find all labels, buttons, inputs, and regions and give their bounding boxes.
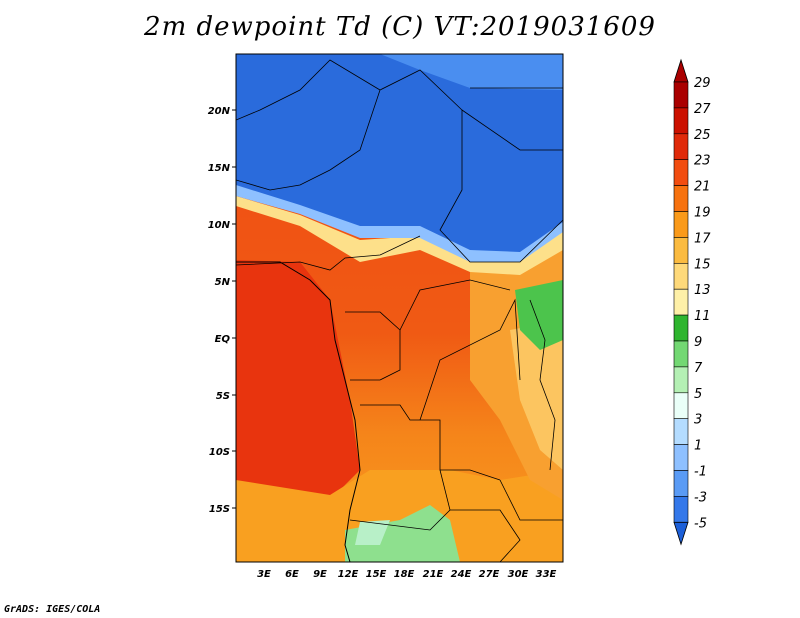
colorbar-label: 11: [694, 309, 711, 324]
lon-label: 33E: [536, 569, 557, 580]
boundary-light-blue: [236, 185, 563, 262]
eastern-yellow-region: [510, 320, 563, 470]
coastal-red-region: [236, 260, 360, 500]
lon-label: 24E: [451, 569, 472, 580]
southern-pale-region: [355, 520, 390, 545]
colorbar: 29 27 25 23 21 19 17 15 13 11 9 7 5 3 1 -1 -3 -5: [673, 58, 711, 546]
colorbar-swatch: [673, 185, 689, 212]
colorbar-swatch: [673, 418, 689, 445]
colorbar-bottom-arrow: [673, 521, 689, 546]
colorbar-label: 21: [694, 180, 711, 195]
colorbar-swatch: [673, 496, 689, 523]
sahel-yellow-strip: [236, 196, 563, 275]
colorbar-swatch: [673, 366, 689, 394]
colorbar-swatch: [673, 340, 689, 368]
lon-label: 15E: [366, 569, 387, 580]
southern-green-region: [345, 505, 460, 562]
coastline: [236, 261, 361, 562]
colorbar-label: 29: [694, 76, 711, 91]
lon-label: 9E: [313, 569, 327, 580]
colorbar-swatch: [673, 314, 689, 342]
credit-text: GrADS: IGES/COLA: [4, 604, 101, 615]
colorbar-swatch: [673, 237, 689, 264]
map-field: [236, 54, 563, 562]
north-light-blue-patch: [380, 54, 563, 90]
colorbar-label: 17: [694, 231, 711, 246]
colorbar-label: 7: [694, 361, 703, 376]
colorbar-label: -1: [694, 465, 707, 480]
latitude-axis: 20N 15N 10N 5N EQ 5S 10S 15S: [208, 106, 236, 515]
map-title: 2m dewpoint Td (C) VT:2019031609: [144, 12, 656, 42]
colorbar-swatch: [673, 262, 689, 290]
country-borders: [236, 59, 563, 562]
lat-label: 15S: [209, 504, 230, 515]
lat-label: 10N: [208, 220, 231, 231]
lat-label: 5N: [215, 277, 231, 288]
lon-label: 30E: [508, 569, 529, 580]
colorbar-label: 9: [694, 335, 702, 350]
lat-label: 20N: [208, 106, 231, 117]
colorbar-swatch: [673, 133, 689, 161]
lat-label: 15N: [208, 163, 231, 174]
colorbar-label: 3: [694, 413, 702, 428]
lat-label: EQ: [215, 334, 231, 345]
eastern-green-region: [515, 280, 563, 350]
map-frame: [235, 53, 564, 563]
lon-label: 12E: [338, 569, 359, 580]
colorbar-label: 5: [694, 387, 702, 402]
colorbar-label: 25: [694, 128, 711, 143]
colorbar-swatch: [673, 159, 689, 186]
colorbar-swatch: [673, 444, 689, 471]
lon-label: 21E: [423, 569, 444, 580]
colorbar-swatch: [673, 470, 689, 497]
lon-label: 3E: [257, 569, 271, 580]
northern-dry-region: [236, 54, 563, 258]
lon-label: 18E: [394, 569, 415, 580]
colorbar-label: 23: [694, 154, 711, 169]
longitude-axis: 3E 6E 9E 12E 15E 18E 21E 24E 27E 30E 33E: [257, 569, 556, 580]
colorbar-swatch: [673, 392, 689, 419]
colorbar-label: -5: [694, 516, 707, 531]
lon-label: 27E: [479, 569, 500, 580]
colorbar-label: 1: [694, 439, 702, 454]
colorbar-top-arrow: [673, 58, 689, 83]
colorbar-swatch: [673, 288, 689, 316]
colorbar-label: 27: [694, 102, 711, 117]
lon-label: 6E: [285, 569, 299, 580]
colorbar-label: 19: [694, 206, 711, 221]
colorbar-label: 15: [694, 257, 711, 272]
lat-label: 5S: [216, 391, 230, 402]
lat-label: 10S: [209, 447, 230, 458]
colorbar-swatch: [673, 107, 689, 135]
southern-orange-region: [236, 470, 563, 562]
colorbar-swatch: [673, 211, 689, 238]
colorbar-label: 13: [694, 283, 711, 298]
colorbar-swatch: [673, 81, 689, 109]
colorbar-label: -3: [694, 490, 707, 505]
